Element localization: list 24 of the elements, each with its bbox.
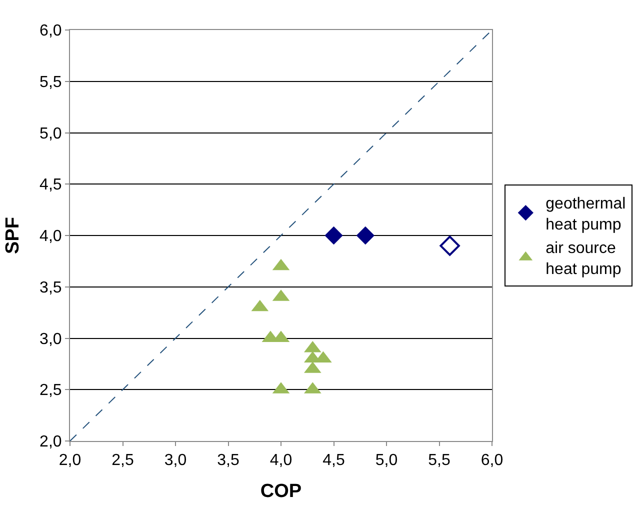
point: [356, 226, 374, 245]
y-tick-label: 4,5: [40, 176, 62, 194]
y-tick-label: 3,0: [40, 330, 62, 348]
x-tick-label: 6,0: [480, 452, 504, 470]
x-tick-label: 3,0: [164, 452, 187, 470]
point: [324, 226, 343, 245]
x-tick-label: 2,0: [58, 452, 82, 470]
x-tick-label: 3,5: [217, 452, 240, 470]
x-tick-label: 4,0: [270, 452, 292, 470]
y-tick-label: 5,0: [40, 125, 62, 142]
x-tick-label: 2,5: [112, 452, 134, 470]
legend-label: air source heat pump: [546, 240, 622, 278]
x-tick-label: 4,5: [322, 452, 345, 470]
y-tick-label: 2,5: [40, 382, 62, 400]
y-tick-label: 5,5: [40, 74, 62, 91]
x-tick-label: 5,5: [428, 452, 450, 470]
y-tick-label: 6,0: [40, 22, 62, 40]
point: [440, 236, 460, 256]
x-axis-title: COP: [260, 481, 302, 502]
x-tick-label: 5,0: [375, 452, 398, 470]
y-tick-label: 4,0: [40, 228, 62, 246]
y-tick-label: 2,0: [40, 434, 62, 451]
y-tick-label: 3,5: [40, 279, 62, 296]
y-axis-title: SPF: [2, 217, 24, 254]
